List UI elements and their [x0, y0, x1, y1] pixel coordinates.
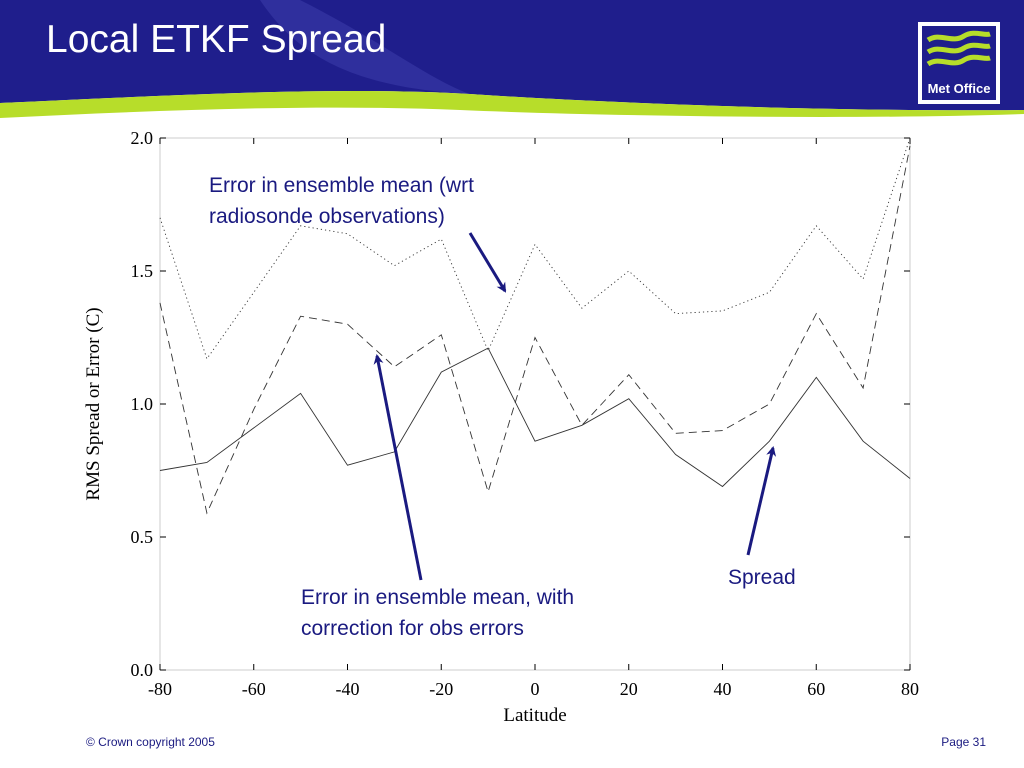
y-tick-label: 1.5 — [131, 261, 154, 281]
corrected-error-arrow — [373, 354, 423, 581]
annotation-corrected-error: Error in ensemble mean, with correction … — [301, 582, 574, 644]
annotation-corrected-line1: Error in ensemble mean, with — [301, 586, 575, 609]
annotation-spread: Spread — [728, 566, 796, 589]
y-tick-label: 0.0 — [131, 660, 154, 680]
series-line-dotted — [159, 137, 911, 360]
y-tick-label: 2.0 — [131, 128, 154, 148]
x-tick-label: 60 — [807, 679, 825, 699]
x-tick-label: 20 — [620, 679, 638, 699]
y-tick-label: 0.5 — [131, 527, 154, 547]
annotation-error-mean-line2: radiosonde observations) — [209, 205, 445, 228]
x-tick-label: -20 — [429, 679, 453, 699]
slide-header-band — [0, 0, 1024, 125]
x-axis-label: Latitude — [503, 705, 566, 726]
x-tick-label: -60 — [242, 679, 266, 699]
footer-copyright: © Crown copyright 2005 — [86, 735, 215, 749]
error-mean-arrow — [468, 232, 507, 293]
series-line-dashed — [159, 145, 911, 515]
y-tick-label: 1.0 — [131, 394, 154, 414]
x-tick-label: -80 — [148, 679, 172, 699]
spread-arrow — [746, 446, 777, 556]
x-tick-label: 0 — [531, 679, 540, 699]
x-tick-label: 40 — [714, 679, 732, 699]
footer-page-number: Page 31 — [941, 735, 986, 749]
met-office-logo: Met Office — [918, 22, 1000, 104]
series-line-solid — [159, 347, 911, 488]
annotation-error-mean: Error in ensemble mean (wrt radiosonde o… — [209, 170, 474, 232]
x-tick-label: -40 — [336, 679, 360, 699]
annotation-corrected-line2: correction for obs errors — [301, 617, 524, 640]
annotation-error-mean-line1: Error in ensemble mean (wrt — [209, 174, 474, 197]
logo-text: Met Office — [927, 81, 991, 96]
x-tick-label: 80 — [901, 679, 919, 699]
page-title: Local ETKF Spread — [46, 18, 387, 61]
chart-series — [159, 137, 911, 515]
y-axis-label: RMS Spread or Error (C) — [83, 307, 104, 500]
chart-axes: 0.0 0.5 1.0 1.5 2.0 -80 -60 -40 -20 0 20 40 60 80 — [131, 128, 920, 699]
wave-icon — [926, 30, 991, 67]
